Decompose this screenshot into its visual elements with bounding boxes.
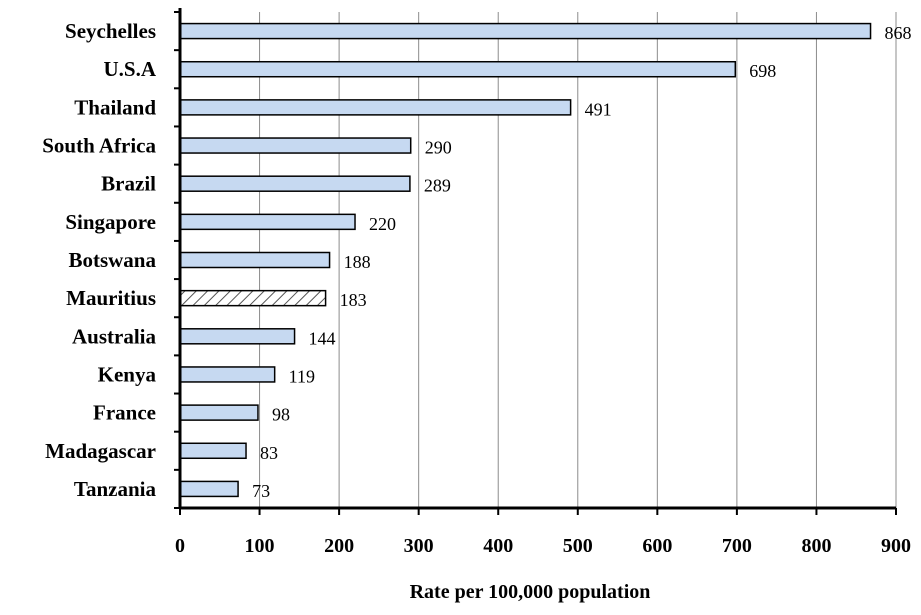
x-tick-label: 0 [175,535,185,557]
category-label: U.S.A [103,57,156,81]
x-axis-title: Rate per 100,000 population [410,581,651,603]
grid-lines [259,12,897,508]
bar-botswana [179,251,331,269]
x-tick-label: 500 [563,535,593,557]
x-tick-label: 100 [245,535,275,557]
category-label: France [93,401,156,425]
bar-kenya [179,366,276,383]
data-label: 183 [340,290,367,310]
category-label: Madagascar [45,439,156,463]
x-tick-label: 800 [801,535,831,557]
bar-thailand [179,99,572,116]
bar-seychelles [179,22,872,40]
data-label: 491 [585,99,612,119]
data-label: 98 [272,405,290,425]
category-label: Botswana [68,248,156,272]
bar-mauritius [179,289,327,307]
category-label: Seychelles [65,19,156,43]
x-tick-label: 600 [642,535,672,557]
data-label: 144 [309,328,336,348]
x-tick-label: 400 [483,535,513,557]
data-label: 188 [344,252,371,272]
category-label: Brazil [101,172,156,196]
data-label: 83 [260,443,278,463]
data-label: 290 [425,138,452,158]
bar-south-africa [179,137,412,154]
data-label: 119 [289,366,315,386]
labels: 0 100 200 300 400 500 600 700 800 900 Seychelles 86… [42,19,911,557]
bar-tanzania [179,480,239,498]
x-tick-label: 300 [404,535,434,557]
data-label: 220 [369,214,396,234]
category-label: Singapore [65,210,156,234]
category-label: South Africa [42,134,156,158]
bar-singapore [179,213,356,231]
data-label: 868 [885,23,912,43]
category-label: Mauritius [66,286,156,310]
data-label: 73 [252,481,270,501]
bar-u-s-a [179,60,737,78]
x-tick-label: 700 [722,535,752,557]
x-tick-label: 200 [324,535,354,557]
category-label: Thailand [74,95,156,119]
bar-france [179,404,259,421]
data-label: 289 [424,176,451,196]
category-label: Tanzania [74,477,157,501]
category-label: Kenya [98,362,157,386]
bar-australia [179,328,296,345]
axes [174,8,897,515]
bar-brazil [179,175,411,192]
category-label: Australia [72,324,157,348]
bar-madagascar [179,442,247,460]
bars [179,22,872,498]
data-label: 698 [749,61,776,81]
x-tick-label: 900 [881,535,911,557]
